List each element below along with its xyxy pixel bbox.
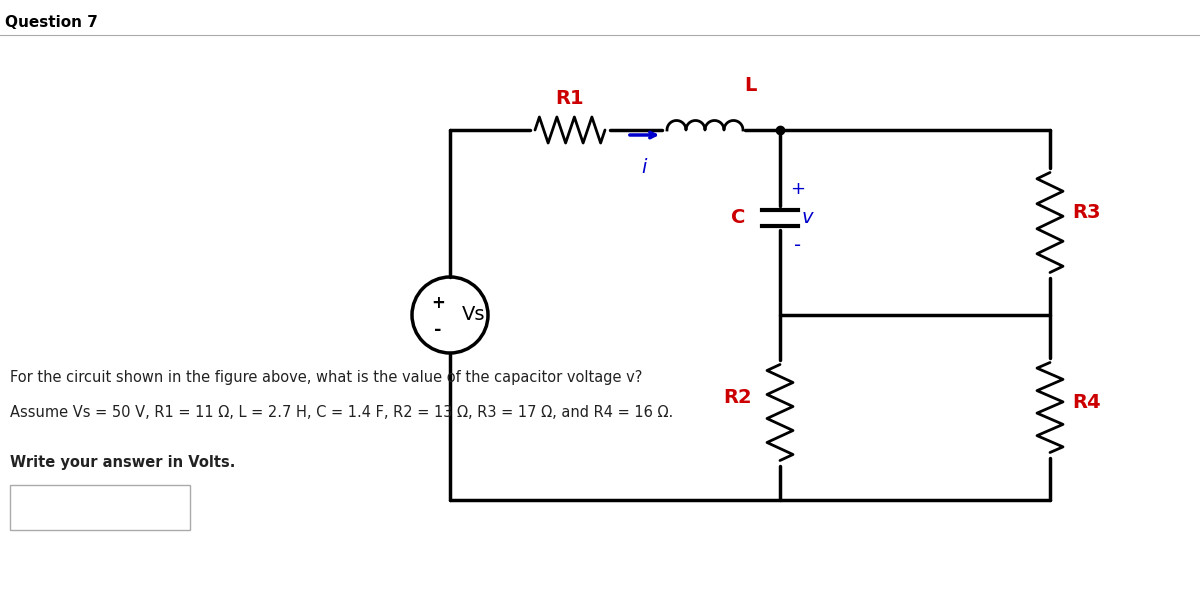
FancyBboxPatch shape bbox=[10, 485, 190, 530]
Text: R3: R3 bbox=[1072, 203, 1100, 222]
Text: For the circuit shown in the figure above, what is the value of the capacitor vo: For the circuit shown in the figure abov… bbox=[10, 370, 642, 385]
Text: Vs: Vs bbox=[462, 306, 486, 324]
Text: R4: R4 bbox=[1072, 393, 1100, 412]
Text: i: i bbox=[641, 158, 647, 177]
Text: R2: R2 bbox=[724, 388, 752, 407]
Text: Write your answer in Volts.: Write your answer in Volts. bbox=[10, 455, 235, 470]
Text: L: L bbox=[744, 76, 756, 95]
Text: +: + bbox=[431, 294, 445, 312]
Text: C: C bbox=[731, 208, 745, 227]
Text: R1: R1 bbox=[556, 89, 584, 108]
Text: Question 7: Question 7 bbox=[5, 15, 98, 30]
Text: +: + bbox=[791, 181, 805, 198]
Text: Assume Vs = 50 V, R1 = 11 Ω, L = 2.7 H, C = 1.4 F, R2 = 13 Ω, R3 = 17 Ω, and R4 : Assume Vs = 50 V, R1 = 11 Ω, L = 2.7 H, … bbox=[10, 405, 673, 420]
Text: -: - bbox=[794, 236, 802, 255]
Text: v: v bbox=[802, 208, 814, 227]
Text: -: - bbox=[434, 321, 442, 339]
